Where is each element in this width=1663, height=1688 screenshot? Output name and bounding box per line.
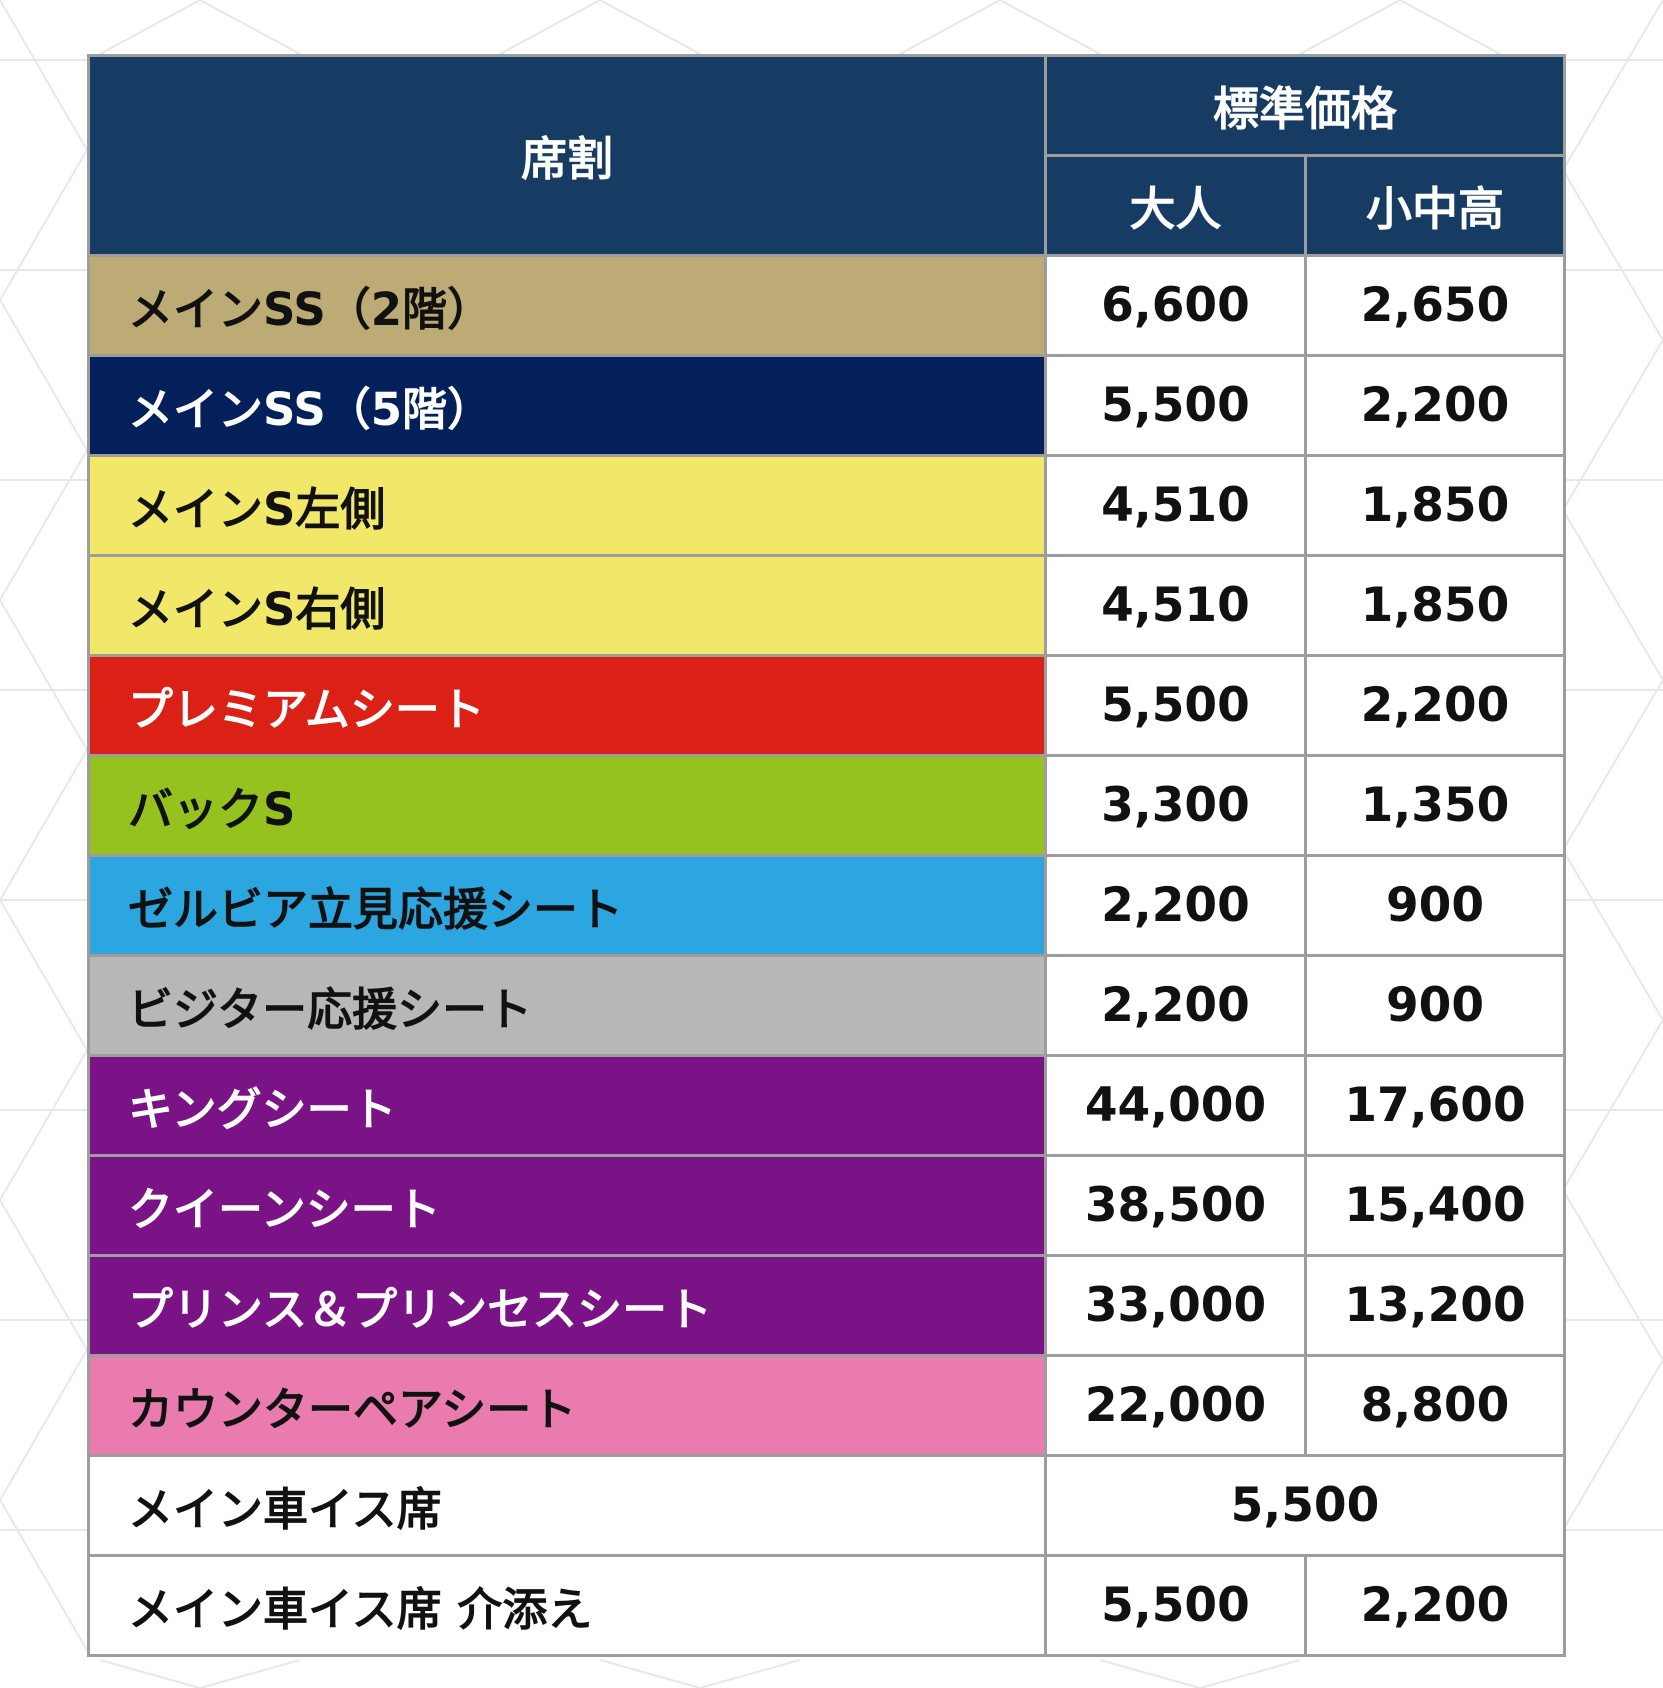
table-body: メインSS（2階） 6,600 2,650 メインSS（5階） 5,500 2,200 メイ…	[87, 254, 1566, 1657]
adult-price-cell: 4,510	[1044, 554, 1307, 657]
child-price-cell: 1,850	[1304, 554, 1566, 657]
seat-name-cell: メインS右側	[87, 554, 1047, 657]
seat-name-cell: メイン車イス席 介添え	[87, 1554, 1047, 1657]
adult-price-cell: 6,600	[1044, 254, 1307, 357]
adult-price-cell: 33,000	[1044, 1254, 1307, 1357]
seat-name-cell: キングシート	[87, 1054, 1047, 1157]
table-row: カウンターペアシート 22,000 8,800	[87, 1354, 1566, 1457]
table-row: クイーンシート 38,500 15,400	[87, 1154, 1566, 1257]
seat-name-cell: プリンス＆プリンセスシート	[87, 1254, 1047, 1357]
child-price-cell: 15,400	[1304, 1154, 1566, 1257]
header-row-top: 席割 標準価格	[87, 54, 1566, 257]
child-price-cell: 2,650	[1304, 254, 1566, 357]
child-price-cell: 17,600	[1304, 1054, 1566, 1157]
adult-price-cell: 22,000	[1044, 1354, 1307, 1457]
child-price-cell: 8,800	[1304, 1354, 1566, 1457]
seat-price-table: 席割 標準価格 大人 小中高 メインSS（2階） 6,600 2,650 メインSS（…	[87, 54, 1566, 1657]
table-row: メイン車イス席 介添え 5,500 2,200	[87, 1554, 1566, 1657]
seat-name-cell: メインSS（2階）	[87, 254, 1047, 357]
child-price-cell: 2,200	[1304, 1554, 1566, 1657]
seat-name-cell: ゼルビア立見応援シート	[87, 854, 1047, 957]
table-row: バックS 3,300 1,350	[87, 754, 1566, 857]
table-row: メインS左側 4,510 1,850	[87, 454, 1566, 557]
adult-price-cell: 38,500	[1044, 1154, 1307, 1257]
table-row: メインSS（2階） 6,600 2,650	[87, 254, 1566, 357]
child-price-cell: 1,350	[1304, 754, 1566, 857]
child-price-cell: 13,200	[1304, 1254, 1566, 1357]
child-price-cell: 2,200	[1304, 654, 1566, 757]
table-header: 席割 標準価格 大人 小中高	[87, 54, 1566, 257]
header-row-bottom: 大人 小中高	[89, 154, 1566, 257]
table-row: メインS右側 4,510 1,850	[87, 554, 1566, 657]
seat-name-cell: メイン車イス席	[87, 1454, 1047, 1557]
child-price-cell: 900	[1304, 954, 1566, 1057]
standard-price-header: 標準価格	[1044, 54, 1566, 157]
seat-name-cell: ビジター応援シート	[87, 954, 1047, 1057]
child-price-cell: 2,200	[1304, 354, 1566, 457]
table-row: プレミアムシート 5,500 2,200	[87, 654, 1566, 757]
table-row: メインSS（5階） 5,500 2,200	[87, 354, 1566, 457]
adult-price-cell: 5,500	[1044, 1554, 1307, 1657]
seat-name-cell: メインSS（5階）	[87, 354, 1047, 457]
adult-price-cell: 2,200	[1044, 954, 1307, 1057]
adult-price-cell: 5,500	[1044, 354, 1307, 457]
table-row: ゼルビア立見応援シート 2,200 900	[87, 854, 1566, 957]
adult-price-cell: 5,500	[1044, 654, 1307, 757]
seat-name-cell: カウンターペアシート	[87, 1354, 1047, 1457]
child-column-header: 小中高	[1304, 154, 1566, 257]
adult-price-cell: 44,000	[1044, 1054, 1307, 1157]
seat-name-cell: クイーンシート	[87, 1154, 1047, 1257]
seat-name-cell: バックS	[87, 754, 1047, 857]
price-cell-merged: 5,500	[1044, 1454, 1566, 1557]
child-price-cell: 900	[1304, 854, 1566, 957]
child-price-cell: 1,850	[1304, 454, 1566, 557]
adult-price-cell: 2,200	[1044, 854, 1307, 957]
table-row: ビジター応援シート 2,200 900	[87, 954, 1566, 1057]
table-row: キングシート 44,000 17,600	[87, 1054, 1566, 1157]
adult-price-cell: 3,300	[1044, 754, 1307, 857]
table-row: プリンス＆プリンセスシート 33,000 13,200	[87, 1254, 1566, 1357]
seat-name-cell: メインS左側	[87, 454, 1047, 557]
seat-column-header: 席割	[87, 54, 1047, 257]
adult-column-header: 大人	[1044, 154, 1307, 257]
adult-price-cell: 4,510	[1044, 454, 1307, 557]
seat-name-cell: プレミアムシート	[87, 654, 1047, 757]
table-row: メイン車イス席 5,500	[87, 1454, 1566, 1557]
